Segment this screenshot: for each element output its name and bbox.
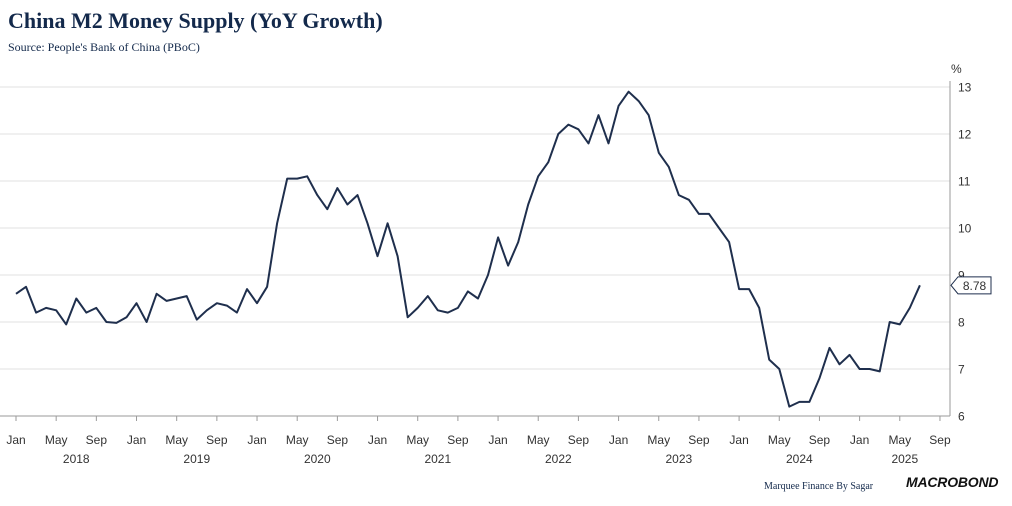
x-tick-label: Jan [6,433,25,447]
year-label: 2025 [891,452,918,466]
x-tick-label: May [286,433,309,447]
x-tick-label: Sep [929,433,951,447]
chart-title: China M2 Money Supply (YoY Growth) [8,8,383,33]
last-value-label: 8.78 [963,279,987,293]
x-tick-label: Jan [850,433,869,447]
x-tick-label: May [647,433,670,447]
chart-subtitle: Source: People's Bank of China (PBoC) [8,40,200,54]
last-value-callout [950,276,992,295]
series-layer [15,90,921,408]
series-line-m2 [15,90,921,408]
x-tick-label: Sep [568,433,590,447]
x-tick-label: Jan [127,433,146,447]
x-tick-label: Jan [247,433,266,447]
gridlines [0,86,950,417]
macrobond-logo: MACROBOND [906,474,999,490]
x-tick-label: Sep [327,433,349,447]
y-tick-label: 13 [958,81,972,95]
year-label: 2022 [545,452,572,466]
x-tick-label: Jan [609,433,628,447]
x-tick-label: Sep [809,433,831,447]
y-tick-label: 6 [958,410,965,424]
y-tick-label: 11 [958,175,971,189]
year-label: 2018 [63,452,90,466]
y-tick-label: 7 [958,363,965,377]
year-label: 2023 [665,452,692,466]
x-tick-label: May [888,433,911,447]
y-axis-unit: % [951,62,962,76]
x-tick-label: Sep [688,433,710,447]
footer-credit: Marquee Finance By Sagar [764,481,874,492]
x-tick-label: May [165,433,188,447]
x-tick-label: May [768,433,791,447]
year-label: 2020 [304,452,331,466]
x-tick-label: Jan [729,433,748,447]
axes [0,81,951,421]
y-tick-label: 9 [958,269,965,283]
year-label: 2019 [183,452,210,466]
year-label: 2024 [786,452,813,466]
x-tick-label: Jan [368,433,387,447]
x-tick-label: May [45,433,68,447]
y-tick-label: 10 [958,222,972,236]
year-label: 2021 [424,452,451,466]
x-tick-label: Sep [206,433,228,447]
x-tick-label: May [527,433,550,447]
y-tick-label: 8 [958,316,965,330]
x-tick-label: Sep [86,433,108,447]
x-tick-label: May [406,433,429,447]
labels: 6 7 8 9 10 11 12 13% Jan May Sep Jan May Sep Jan May Sep… [6,62,992,466]
y-tick-label: 12 [958,128,972,142]
x-tick-label: Jan [488,433,507,447]
x-tick-label: Sep [447,433,469,447]
